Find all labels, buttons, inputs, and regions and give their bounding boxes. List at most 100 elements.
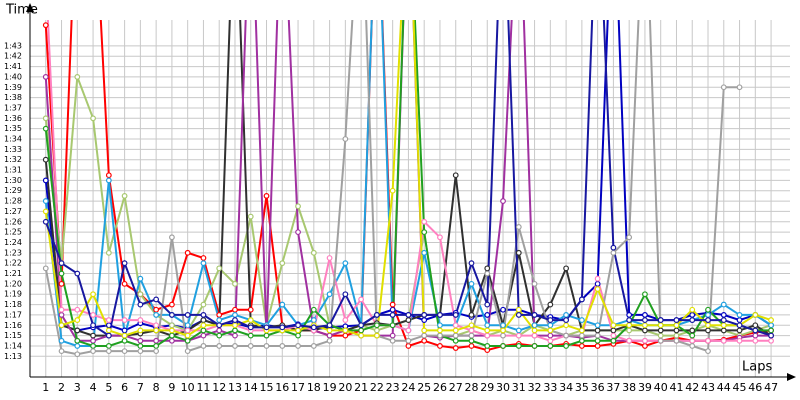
data-point — [310, 306, 317, 313]
data-point — [578, 296, 585, 303]
data-point — [389, 322, 396, 329]
data-point — [515, 343, 522, 349]
data-point — [768, 332, 774, 339]
x-tick-label: 32 — [528, 381, 542, 394]
data-point — [200, 327, 207, 334]
data-point — [121, 348, 128, 355]
data-point — [563, 322, 569, 329]
data-point — [578, 343, 585, 349]
data-point — [547, 301, 554, 308]
y-tick-label: 1:38 — [4, 93, 22, 102]
data-point — [90, 332, 96, 339]
data-point — [421, 249, 428, 256]
y-tick-label: 1:19 — [4, 290, 22, 299]
data-point — [468, 343, 475, 349]
x-tick-label: 7 — [137, 381, 144, 394]
data-point — [90, 312, 96, 318]
data-point — [389, 301, 396, 308]
data-point — [594, 337, 601, 344]
data-point — [232, 306, 238, 313]
x-tick-label: 12 — [212, 381, 226, 394]
data-point — [342, 260, 349, 267]
data-point — [90, 322, 96, 329]
y-tick-label: 1:22 — [4, 259, 22, 268]
data-point — [705, 348, 711, 355]
data-point — [484, 327, 491, 334]
data-point — [137, 317, 144, 323]
data-point — [200, 322, 207, 329]
data-point — [121, 337, 128, 344]
x-tick-label: 28 — [464, 381, 478, 394]
x-tick-label: 23 — [386, 381, 400, 394]
data-point — [563, 312, 569, 318]
data-point — [373, 332, 380, 339]
data-point — [657, 322, 664, 329]
x-axis-title: Laps — [742, 360, 772, 375]
data-point — [153, 343, 160, 349]
x-tick-label: 11 — [196, 381, 210, 394]
data-point — [247, 332, 254, 339]
data-point — [689, 327, 696, 334]
data-point — [200, 332, 207, 339]
data-point — [232, 343, 238, 349]
data-point — [673, 327, 680, 334]
data-point — [42, 22, 49, 29]
data-point — [232, 322, 238, 329]
data-point — [42, 74, 49, 80]
data-point — [200, 317, 207, 323]
data-point — [295, 332, 301, 339]
data-point — [563, 265, 569, 272]
data-point — [563, 317, 569, 323]
data-point — [263, 343, 270, 349]
plot-area — [42, 20, 774, 358]
x-tick-label: 41 — [669, 381, 683, 394]
data-point — [437, 322, 443, 329]
data-point — [515, 312, 522, 318]
data-point — [484, 301, 491, 308]
data-point — [468, 312, 475, 318]
data-point — [484, 332, 491, 339]
data-point — [736, 312, 743, 318]
x-tick-label: 1 — [42, 381, 49, 394]
data-point — [295, 327, 301, 334]
y-tick-label: 1:36 — [4, 114, 22, 123]
data-point — [232, 317, 238, 323]
data-point — [705, 322, 711, 329]
data-point — [295, 322, 301, 329]
data-point — [358, 322, 365, 329]
data-point — [247, 343, 254, 349]
data-point — [74, 270, 81, 277]
series-line — [44, 20, 772, 337]
series-line — [44, 20, 772, 347]
data-point — [689, 306, 696, 313]
data-point — [373, 322, 380, 329]
data-point — [58, 348, 65, 355]
data-point — [263, 193, 270, 199]
data-point — [452, 312, 459, 318]
y-tick-label: 1:42 — [4, 52, 22, 61]
y-axis-arrow — [26, 3, 34, 12]
data-point — [58, 322, 65, 329]
data-point — [105, 332, 112, 339]
x-tick-label: 33 — [543, 381, 557, 394]
data-point — [310, 317, 317, 323]
y-tick-label: 1:43 — [4, 41, 22, 50]
x-tick-label: 16 — [275, 381, 289, 394]
data-point — [657, 317, 664, 323]
x-tick-label: 19 — [323, 381, 337, 394]
data-point — [184, 327, 191, 334]
data-point — [563, 332, 569, 339]
data-point — [752, 332, 759, 339]
x-tick-label: 31 — [512, 381, 526, 394]
data-point — [279, 260, 286, 267]
data-point — [500, 306, 506, 313]
x-tick-label: 13 — [228, 381, 242, 394]
data-point — [500, 198, 506, 204]
data-point — [547, 337, 554, 344]
data-point — [358, 327, 365, 334]
data-point — [342, 317, 349, 323]
data-point — [58, 312, 65, 318]
data-point — [42, 115, 49, 122]
data-point — [295, 229, 301, 236]
data-point — [326, 332, 333, 339]
